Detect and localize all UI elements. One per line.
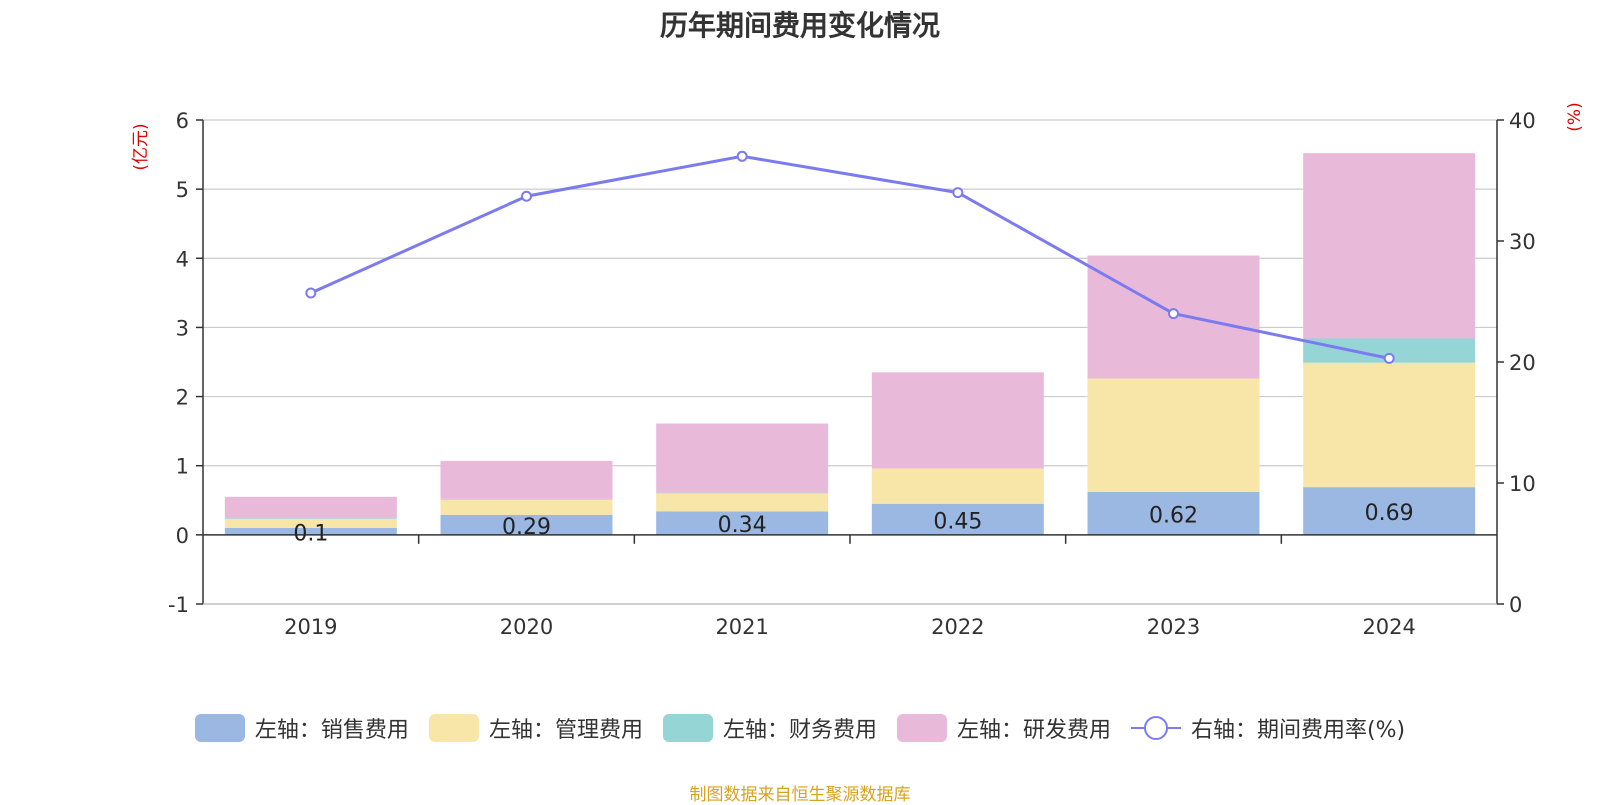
left-tick-label: 3 [176, 316, 189, 340]
rate-point [736, 150, 748, 162]
right-tick-label: 40 [1509, 109, 1536, 133]
data-label: 0.62 [1149, 503, 1198, 528]
data-label: 0.29 [502, 515, 551, 540]
right-tick-label: 10 [1509, 472, 1536, 496]
left-tick-label: 4 [176, 247, 189, 271]
data-label: 0.69 [1365, 501, 1414, 526]
bar-segment [440, 498, 613, 500]
legend-swatch [194, 714, 245, 742]
legend-label: 右轴：期间费用率(%) [1190, 718, 1406, 743]
bar-segment [440, 499, 613, 515]
legend-label: 左轴：销售费用 [254, 718, 409, 743]
bar-segment [656, 423, 829, 493]
data-label: 0.45 [933, 509, 982, 534]
legend-line-marker-icon [1130, 714, 1181, 742]
bar-segment [1303, 153, 1476, 339]
legend: 左轴：销售费用 左轴：管理费用 左轴：财务费用 左轴：研发费用 右轴：期间费用率(%) [0, 712, 1600, 744]
legend-swatch [662, 714, 713, 742]
legend-swatch [428, 714, 479, 742]
bar-segment [1087, 491, 1260, 535]
right-tick-label: 30 [1509, 230, 1536, 254]
bar-segment [440, 460, 613, 499]
left-tick-label: -1 [168, 593, 189, 617]
bar-segment [656, 493, 829, 512]
legend-swatch [896, 714, 947, 742]
bar-segment [871, 372, 1044, 469]
legend-label: 左轴：管理费用 [488, 718, 643, 743]
right-tick-label: 0 [1509, 593, 1522, 617]
bar-segment [1087, 378, 1260, 492]
bar-segment [871, 503, 1044, 535]
left-tick-label: 0 [176, 524, 189, 548]
x-tick-label: 2021 [715, 615, 768, 639]
bar-segment [1303, 487, 1476, 535]
legend-label: 左轴：研发费用 [956, 718, 1111, 743]
left-axis-unit: (亿元) [131, 123, 151, 170]
data-labels: 0.1 0.29 0.34 0.45 0.62 0.69 [293, 501, 1413, 546]
x-tick-label: 2019 [284, 615, 337, 639]
left-tick-label: 1 [176, 455, 189, 479]
bar-segment [656, 511, 829, 535]
bar-segment [656, 492, 829, 494]
bar-segment [224, 496, 397, 519]
gridlines [203, 119, 1497, 605]
bar-segment [871, 468, 1044, 504]
bar-segment [224, 527, 397, 535]
legend-item: 左轴：研发费用 [896, 712, 1111, 744]
x-tick-label: 2023 [1147, 615, 1200, 639]
x-tick-label: 2022 [931, 615, 984, 639]
bar-segment [224, 518, 397, 528]
rate-point [1383, 352, 1395, 364]
bar-segment [224, 518, 397, 519]
data-label: 0.1 [293, 521, 328, 546]
right-tick-label: 20 [1509, 351, 1536, 375]
rate-point [1168, 308, 1179, 320]
rate-point [521, 190, 532, 202]
legend-label: 左轴：财务费用 [722, 718, 877, 743]
source-note: 制图数据来自恒生聚源数据库 [689, 785, 911, 805]
left-tick-label: 2 [176, 386, 189, 410]
legend-item: 左轴：销售费用 [194, 712, 409, 744]
rate-line [305, 150, 1395, 364]
bar-stacks [224, 153, 1476, 535]
right-axis-unit: (%) [1565, 102, 1585, 131]
bar-segment [1303, 362, 1476, 488]
legend-item: 右轴：期间费用率(%) [1130, 712, 1406, 744]
chart-title: 历年期间费用变化情况 [659, 9, 940, 42]
legend-item: 左轴：财务费用 [662, 712, 877, 744]
x-tick-label: 2024 [1362, 615, 1415, 639]
rate-point [952, 187, 964, 199]
x-tick-label: 2020 [500, 615, 553, 639]
legend-item: 左轴：管理费用 [428, 712, 643, 744]
rate-point [305, 287, 317, 299]
bar-segment [440, 514, 613, 535]
rate-line-path [310, 154, 1390, 360]
left-tick-label: 6 [176, 109, 189, 133]
data-label: 0.34 [718, 513, 767, 538]
left-tick-label: 5 [176, 178, 189, 202]
